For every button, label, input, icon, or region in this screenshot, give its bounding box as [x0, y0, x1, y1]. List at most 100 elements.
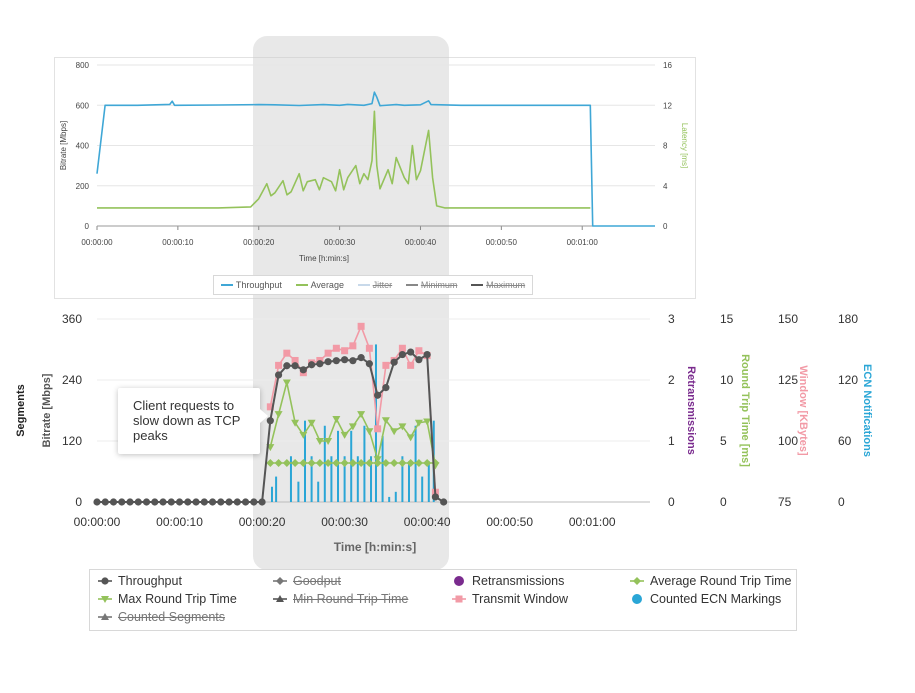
top-legend-item[interactable]: Jitter — [357, 280, 392, 290]
throughput-marker — [374, 391, 382, 399]
legend-marker-shape — [276, 577, 284, 585]
top-chart-panel — [54, 57, 696, 299]
throughput-marker — [291, 362, 299, 370]
top-y2-axis-label: Latency [ms] — [680, 123, 689, 168]
ecn-bar — [370, 456, 373, 502]
throughput-marker — [250, 498, 258, 506]
top-x-tick-label: 00:01:00 — [567, 238, 599, 247]
bottom-right-axis-label: Window [KBytes] — [797, 365, 809, 456]
max-rtt-marker — [315, 438, 324, 445]
throughput-marker — [233, 498, 241, 506]
bottom-legend-item[interactable]: Average Round Trip Time — [630, 574, 792, 588]
throughput-marker — [118, 498, 126, 506]
legend-marker-shape — [455, 595, 463, 603]
legend-marker-shape — [633, 577, 641, 585]
transmit-window-marker — [382, 361, 390, 369]
throughput-marker — [192, 498, 200, 506]
top-y-tick-label: 200 — [76, 182, 90, 191]
bottom-legend-item[interactable]: Transmit Window — [452, 592, 568, 606]
top-y2-tick-label: 16 — [663, 61, 672, 70]
max-rtt-marker — [282, 379, 291, 387]
legend-marker-icon — [357, 284, 370, 286]
bottom-legend-item[interactable]: Min Round Trip Time — [273, 592, 408, 606]
throughput-marker — [324, 358, 332, 366]
avg-rtt-marker — [315, 458, 324, 467]
bottom-x-tick-label: 00:01:00 — [569, 515, 616, 529]
throughput-marker — [398, 350, 406, 359]
legend-label: Maximum — [486, 280, 526, 290]
top-legend-item[interactable]: Throughput — [220, 280, 282, 290]
legend-marker-icon — [220, 284, 233, 286]
bottom-legend-item[interactable]: Max Round Trip Time — [98, 592, 237, 606]
top-chart-legend: Throughput Average Jitter Minimum Maximum — [213, 275, 533, 295]
throughput-marker — [200, 498, 208, 506]
bottom-legend-item[interactable]: Counted ECN Markings — [630, 592, 781, 606]
bottom-x-tick-label: 00:00:00 — [74, 515, 121, 529]
bottom-legend-item[interactable]: Goodput — [273, 574, 341, 588]
legend-marker-icon — [98, 596, 112, 603]
throughput-marker — [307, 361, 316, 369]
bottom-legend-item[interactable]: Retransmissions — [452, 574, 564, 588]
top-y-axis-label: Bitrate [Mbps] — [59, 121, 68, 170]
top-x-tick-label: 00:00:40 — [405, 238, 437, 247]
bottom-legend-item[interactable]: Throughput — [98, 574, 182, 588]
avg-rtt-marker — [340, 458, 349, 467]
avg-rtt-marker — [414, 458, 423, 467]
top-legend-item[interactable]: Maximum — [471, 280, 525, 290]
avg-rtt-marker — [423, 458, 432, 467]
bottom-right-axis-tick-label: 10 — [720, 373, 734, 387]
legend-marker-shape — [101, 596, 109, 603]
ecn-bar — [330, 456, 333, 502]
bottom-right-axis-tick-label: 75 — [778, 495, 792, 509]
top-series-line-throughput — [96, 91, 655, 227]
legend-label: Throughput — [118, 574, 182, 588]
max-rtt-marker — [299, 431, 308, 439]
ecn-bar — [310, 456, 313, 502]
avg-rtt-marker — [274, 458, 283, 467]
ecn-bar — [323, 425, 326, 502]
ecn-bar — [270, 486, 273, 502]
bottom-right-axis-tick-label: 180 — [838, 312, 858, 326]
throughput-marker — [440, 498, 448, 506]
top-y-tick-label: 600 — [76, 101, 90, 110]
top-legend-item[interactable]: Minimum — [405, 280, 457, 290]
ecn-bar — [275, 476, 278, 502]
avg-rtt-marker — [307, 458, 316, 467]
ecn-bar — [356, 456, 359, 502]
ecn-bar — [427, 461, 430, 502]
max-rtt-marker — [274, 411, 283, 419]
transmit-window-marker — [349, 342, 357, 350]
legend-label: Max Round Trip Time — [118, 592, 237, 606]
throughput-marker — [142, 498, 151, 506]
bottom-right-axis-label: ECN Notifications — [861, 364, 873, 457]
bottom-legend-item[interactable]: Counted Segments — [98, 610, 225, 624]
top-legend-item[interactable]: Average — [295, 280, 344, 290]
max-rtt-marker — [390, 428, 399, 436]
max-rtt-marker — [406, 434, 415, 442]
avg-rtt-marker — [299, 458, 308, 467]
top-chart: 0 200 400 600 800 0 4 8 12 16 00:00:00 00:00:10 00:0… — [59, 61, 689, 263]
throughput-marker — [101, 498, 109, 506]
legend-label: Counted ECN Markings — [650, 592, 782, 606]
legend-label: Throughput — [235, 280, 282, 290]
throughput-marker — [126, 498, 134, 506]
throughput-marker — [357, 354, 365, 362]
legend-label: Goodput — [293, 574, 341, 588]
bottom-y-tick-label: 240 — [62, 373, 82, 387]
ecn-bar — [421, 476, 424, 502]
max-rtt-marker — [423, 418, 432, 426]
throughput-marker — [208, 498, 217, 506]
avg-rtt-marker — [324, 458, 333, 467]
throughput-marker — [258, 498, 266, 506]
avg-rtt-marker — [357, 458, 366, 467]
throughput-marker — [241, 498, 250, 506]
throughput-marker — [423, 350, 431, 359]
legend-label: Average Round Trip Time — [650, 574, 792, 588]
throughput-marker — [283, 362, 291, 370]
avg-rtt-marker — [291, 458, 300, 467]
throughput-marker — [274, 371, 283, 379]
legend-marker-icon — [295, 284, 308, 286]
bottom-y-tick-label: 120 — [62, 434, 82, 448]
transmit-window-marker — [275, 361, 283, 369]
transmit-window-marker — [283, 349, 291, 357]
